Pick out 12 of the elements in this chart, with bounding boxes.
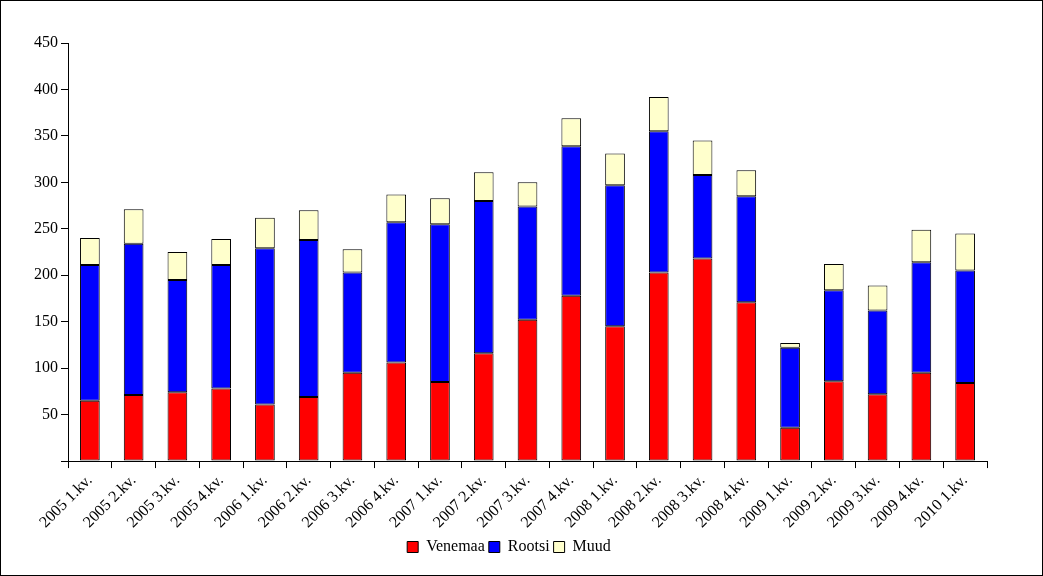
legend-label: Venemaa — [426, 537, 485, 555]
legend-label: Muud — [572, 537, 611, 555]
y-tick-label: 150 — [34, 311, 58, 329]
y-tick-label: 400 — [34, 79, 58, 97]
y-tick-label: 300 — [34, 172, 58, 190]
y-tick-label: 200 — [34, 265, 58, 283]
y-tick-label: 50 — [42, 404, 58, 422]
legend-label: Rootsi — [507, 537, 551, 555]
y-tick-label: 450 — [34, 33, 58, 51]
y-tick-label: 250 — [34, 219, 58, 237]
y-tick-label: 350 — [34, 126, 58, 144]
y-tick-label: 100 — [34, 358, 58, 376]
